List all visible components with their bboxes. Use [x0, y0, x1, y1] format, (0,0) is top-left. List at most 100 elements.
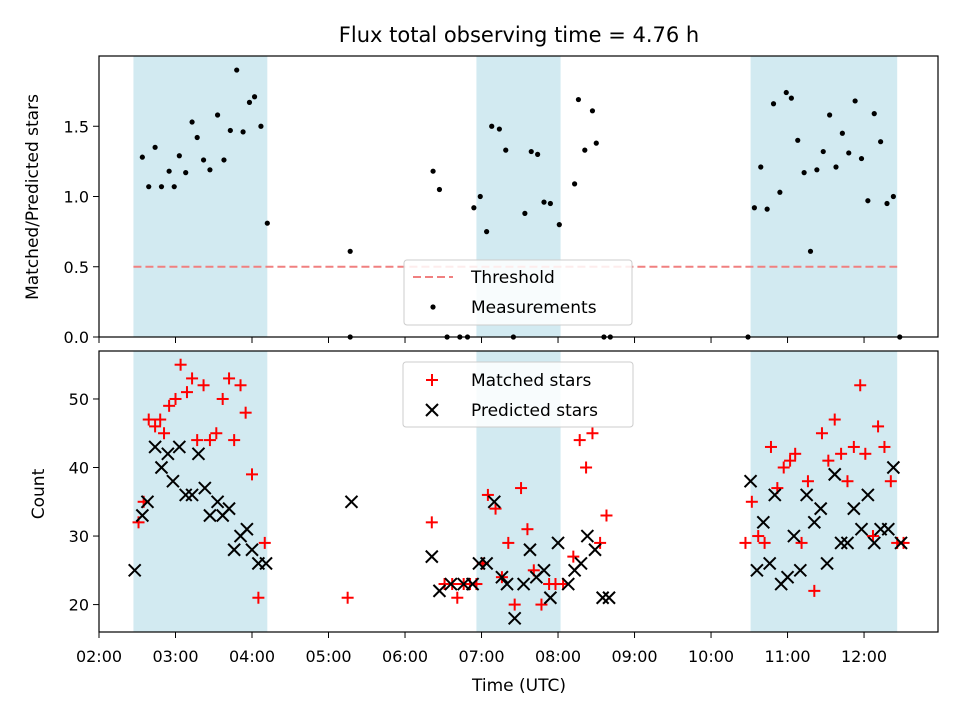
measurement-point	[158, 184, 165, 190]
matched-star-point	[789, 447, 802, 460]
matched-star-point	[180, 386, 193, 399]
chart-title: Flux total observing time = 4.76 h	[339, 23, 699, 47]
measurement-point	[858, 155, 865, 162]
top-legend: Threshold Measurements	[403, 259, 633, 326]
x-tick-label: 03:00	[152, 647, 198, 666]
measurement-point	[833, 164, 839, 170]
measurement-point	[541, 199, 547, 205]
top-y-tick-label: 0.0	[64, 328, 89, 347]
legend-predicted-swatch	[425, 403, 439, 417]
predicted-star-point	[523, 543, 537, 557]
predicted-star-point	[854, 522, 869, 536]
bottom-legend-box	[402, 361, 634, 428]
matched-star-point	[246, 468, 259, 481]
predicted-star-point	[894, 536, 908, 550]
legend-measurements-swatch	[430, 304, 436, 310]
matched-star-point	[191, 434, 204, 447]
matched-star-point	[878, 440, 891, 453]
predicted-star-point	[140, 495, 155, 509]
measurement-point	[264, 220, 270, 226]
measurement-point	[430, 168, 436, 174]
predicted-star-point	[178, 488, 193, 502]
measurement-point	[820, 148, 826, 155]
x-tick-label: 02:00	[76, 647, 122, 666]
measurement-point	[189, 119, 195, 125]
bottom-panel-frame	[98, 350, 939, 633]
predicted-star-point	[344, 495, 359, 509]
matched-star-point	[866, 530, 879, 543]
top-x-axis-ticks	[98, 337, 865, 343]
bottom-y-tick-label: 20	[69, 596, 89, 615]
measurement-point	[846, 150, 852, 156]
matched-star-point	[884, 475, 897, 488]
measurement-point	[582, 147, 588, 153]
predicted-star-point	[762, 556, 777, 571]
matched-star-point	[223, 372, 236, 385]
matched-star-point	[822, 454, 835, 467]
measurement-point	[251, 94, 258, 100]
predicted-star-point	[259, 556, 273, 571]
predicted-star-point	[551, 536, 565, 550]
matched-star-point	[239, 406, 252, 419]
predicted-star-point	[500, 577, 514, 591]
measurement-point	[770, 101, 777, 107]
matched-star-point	[828, 413, 841, 426]
top-y-tick-label: 1.5	[64, 117, 89, 136]
predicted-star-point	[432, 584, 447, 598]
matched-star-point	[567, 550, 580, 563]
predicted-star-point	[768, 488, 782, 502]
matched-star-point	[203, 434, 216, 447]
measurement-point	[871, 111, 877, 117]
measurement-point	[593, 140, 599, 146]
measurement-point	[751, 205, 757, 211]
predicted-star-point	[166, 474, 180, 488]
predicted-star-point	[828, 467, 842, 482]
predicted-star-point	[580, 529, 595, 543]
bottom-y-axis-label: Count	[29, 468, 49, 519]
matched-star-point	[489, 502, 502, 515]
matched-star-point	[872, 420, 885, 433]
measurement-point	[788, 95, 794, 101]
x-axis-label: Time (UTC)	[471, 676, 566, 696]
matched-star-point	[815, 427, 828, 440]
matched-star-point	[573, 434, 586, 447]
measurement-point	[496, 126, 502, 132]
matched-star-point	[502, 536, 515, 549]
measurement-point	[166, 168, 172, 174]
predicted-star-point	[595, 591, 610, 605]
predicted-star-point	[840, 536, 855, 550]
bottom-y-axis: 20 30 40 50	[69, 390, 99, 615]
matched-star-point	[142, 413, 155, 426]
predicted-star-point	[465, 577, 480, 591]
measurement-point	[207, 167, 213, 173]
predicted-star-point	[198, 481, 212, 495]
measurement-point	[436, 186, 443, 193]
measurement-point	[234, 67, 240, 73]
legend-matched-label: Matched stars	[471, 371, 591, 391]
measurement-point	[171, 184, 177, 190]
measurement-point	[807, 248, 814, 254]
x-tick-label: 06:00	[382, 647, 428, 666]
measurement-point	[200, 157, 207, 163]
predicted-star-point	[185, 488, 199, 502]
matched-star-point	[169, 392, 182, 405]
predicted-star-point	[127, 563, 142, 578]
predicted-star-point	[867, 536, 881, 550]
matched-star-point	[149, 420, 162, 433]
predicted-star-point	[602, 591, 616, 605]
predicted-star-point	[543, 591, 558, 605]
measurement-point	[535, 151, 541, 157]
predicted-star-point	[479, 556, 494, 571]
predicted-star-point	[756, 515, 771, 530]
matched-star-point	[508, 598, 521, 611]
matched-star-point	[835, 447, 848, 460]
measurement-point	[522, 210, 528, 216]
measurement-point	[471, 205, 477, 211]
predicted-star-point	[245, 543, 259, 557]
predicted-star-point	[161, 447, 175, 461]
measurement-point	[221, 157, 227, 163]
predicted-star-point	[148, 440, 162, 454]
measurement-point	[764, 206, 770, 212]
x-tick-label: 10:00	[688, 647, 734, 666]
